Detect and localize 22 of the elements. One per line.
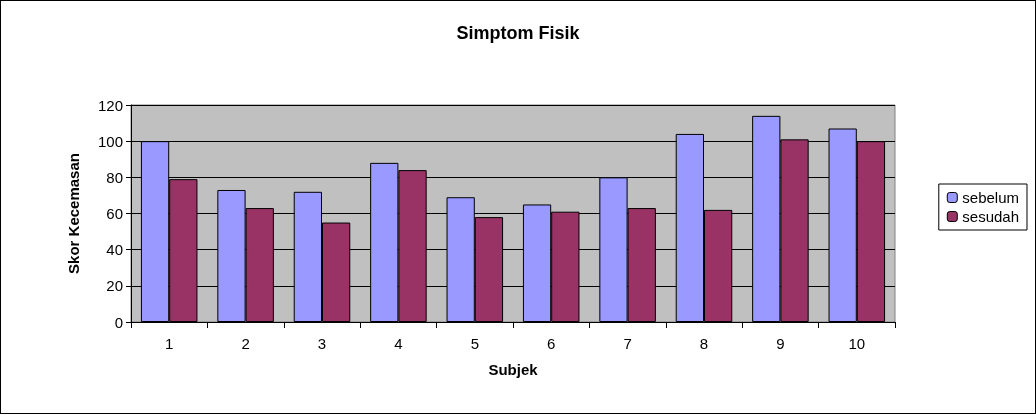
x-tick-label: 8 — [699, 335, 709, 352]
x-tick-label: 6 — [547, 335, 556, 352]
legend-label: sebelum — [962, 189, 1019, 206]
y-axis-title: Skor Kecemasan — [65, 153, 82, 274]
x-tick-label: 5 — [470, 335, 479, 352]
x-tick-label: 2 — [241, 335, 250, 352]
y-tick-label: 120 — [97, 96, 123, 114]
y-tick-label: 100 — [97, 132, 123, 150]
y-tick-label: 0 — [114, 313, 123, 331]
x-tick-label: 3 — [317, 335, 327, 352]
x-tick-label: 7 — [623, 335, 632, 352]
y-tick-label: 20 — [106, 277, 123, 295]
x-tick-label: 9 — [776, 335, 785, 352]
x-tick-label: 10 — [848, 335, 866, 352]
y-tick-label: 80 — [106, 168, 123, 186]
x-tick-label: 4 — [394, 335, 403, 352]
x-tick-label: 1 — [165, 335, 174, 352]
chart-title: Simptom Fisik — [456, 23, 581, 43]
y-tick-label: 60 — [106, 205, 123, 222]
y-tick-label: 40 — [106, 241, 123, 259]
legend-label: sesudah — [962, 208, 1020, 225]
x-axis-title: Subjek — [488, 361, 539, 378]
